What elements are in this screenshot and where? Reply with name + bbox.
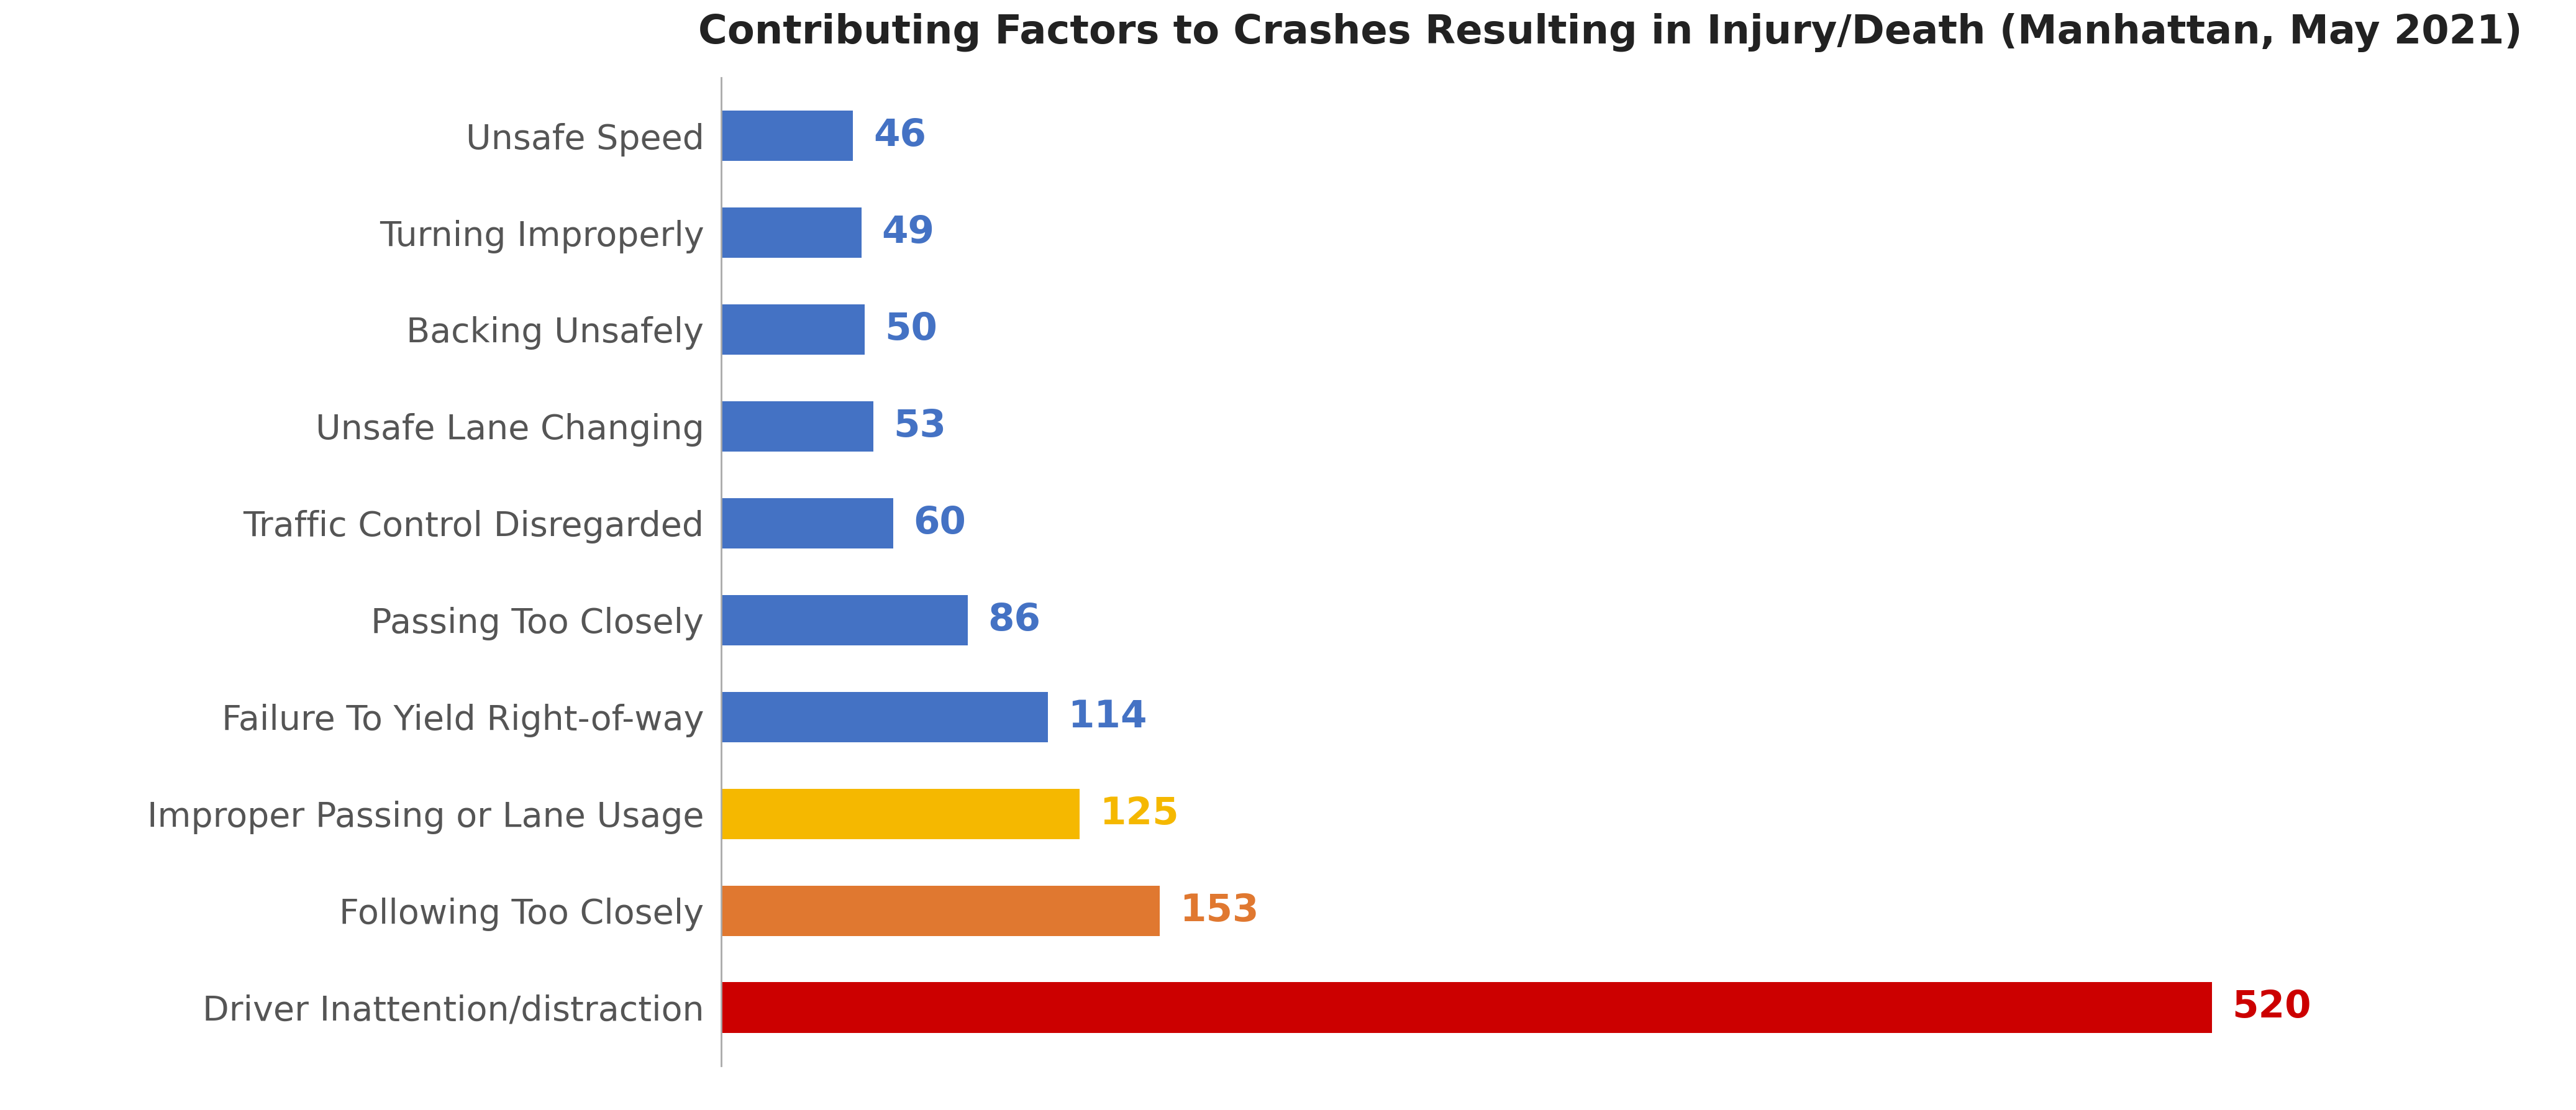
Bar bbox=[721, 982, 2213, 1032]
Text: 86: 86 bbox=[989, 602, 1041, 638]
Bar bbox=[721, 788, 1079, 839]
Bar bbox=[721, 401, 873, 452]
Bar bbox=[721, 692, 1048, 743]
Bar bbox=[721, 886, 1159, 936]
Title: Contributing Factors to Crashes Resulting in Injury/Death (Manhattan, May 2021): Contributing Factors to Crashes Resultin… bbox=[698, 12, 2522, 52]
Text: 125: 125 bbox=[1100, 796, 1180, 832]
Text: 153: 153 bbox=[1180, 892, 1260, 929]
Text: 53: 53 bbox=[894, 408, 945, 445]
Bar bbox=[721, 208, 863, 258]
Bar bbox=[721, 304, 866, 355]
Text: 60: 60 bbox=[914, 505, 966, 542]
Text: 50: 50 bbox=[884, 311, 938, 347]
Bar bbox=[721, 498, 894, 548]
Text: 49: 49 bbox=[881, 214, 935, 251]
Text: 520: 520 bbox=[2231, 989, 2311, 1026]
Text: 46: 46 bbox=[873, 118, 925, 154]
Bar bbox=[721, 111, 853, 161]
Bar bbox=[721, 595, 969, 645]
Text: 114: 114 bbox=[1069, 698, 1146, 735]
